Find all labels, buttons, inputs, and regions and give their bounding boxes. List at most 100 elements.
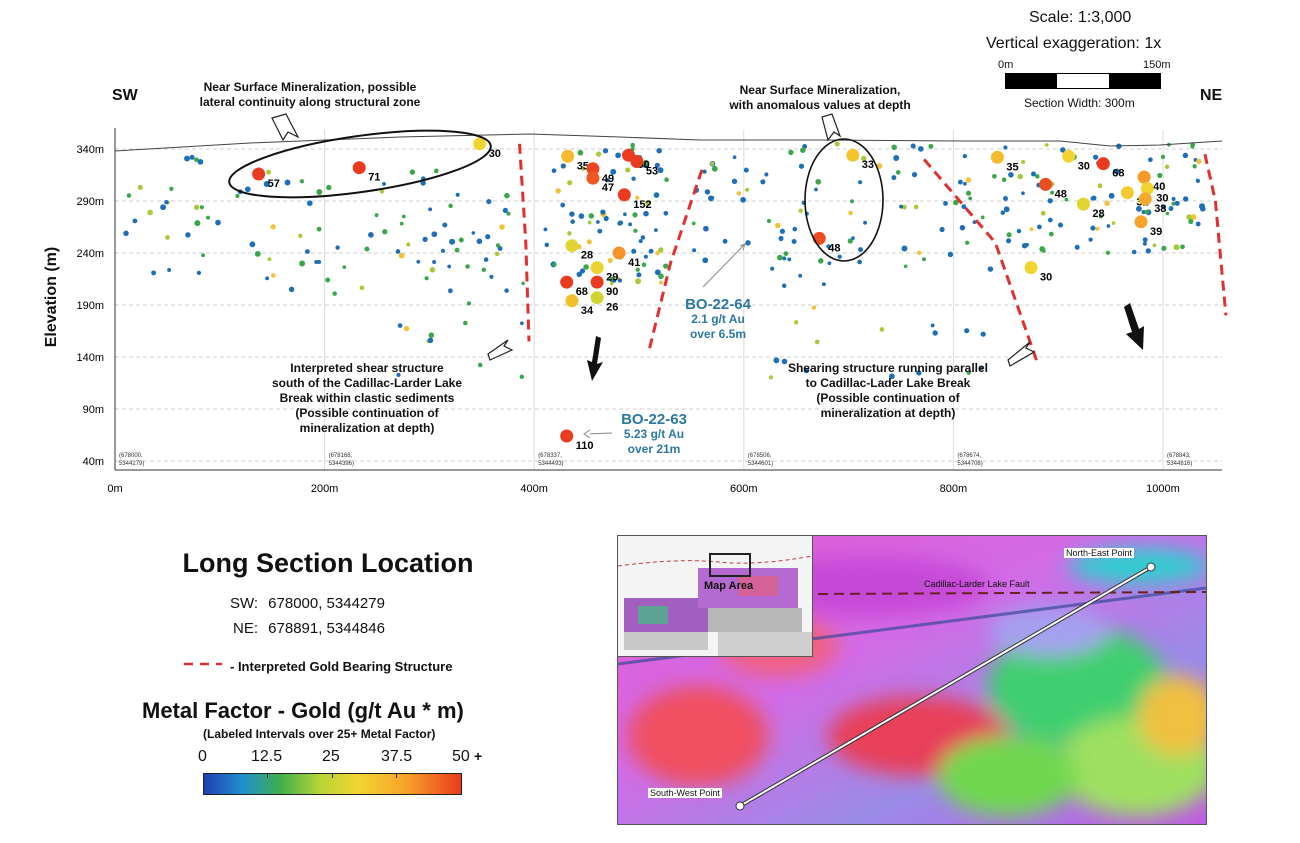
annotation-line: to Cadillac-Lader Lake Break bbox=[805, 376, 971, 390]
sample-dot bbox=[863, 220, 868, 225]
sample-dot bbox=[494, 251, 500, 257]
near-surface-ellipse-2 bbox=[804, 138, 884, 262]
sample-dot bbox=[798, 163, 805, 169]
sample-dot bbox=[299, 260, 306, 267]
sample-dot bbox=[740, 196, 746, 203]
sample-dot bbox=[1174, 200, 1180, 206]
sample-dot bbox=[612, 278, 617, 283]
sample-dot bbox=[791, 238, 797, 245]
sample-dot bbox=[849, 199, 855, 204]
sample-dot bbox=[1003, 145, 1008, 150]
sample-dot bbox=[821, 282, 826, 287]
sample-dot bbox=[442, 222, 448, 228]
sample-dot bbox=[901, 245, 908, 252]
sample-dot bbox=[736, 191, 742, 196]
sample-dot bbox=[368, 232, 374, 238]
metal-factor-colorbar bbox=[203, 773, 462, 795]
station-label: (678168, bbox=[329, 453, 353, 459]
scale-label: Scale: 1:3,000 bbox=[1029, 9, 1132, 26]
section-width-label: Section Width: 300m bbox=[1024, 96, 1135, 110]
sample-dot bbox=[193, 204, 200, 211]
vertical-exaggeration-label: Vertical exaggeration: 1x bbox=[986, 35, 1162, 52]
sample-dot bbox=[1195, 178, 1201, 183]
sample-dot bbox=[1190, 144, 1195, 149]
sample-dot bbox=[731, 178, 738, 184]
sample-dot bbox=[1029, 227, 1034, 232]
sample-dot bbox=[630, 142, 635, 148]
sample-dot bbox=[551, 168, 557, 174]
sample-dot bbox=[962, 153, 967, 159]
colorbar-tick: 37.5 bbox=[381, 748, 413, 765]
sample-dot bbox=[454, 247, 460, 253]
sample-dot bbox=[815, 178, 822, 185]
sample-dot bbox=[1008, 172, 1014, 178]
sample-dot bbox=[1016, 228, 1022, 234]
sample-dot bbox=[851, 236, 855, 240]
sample-dot bbox=[502, 207, 509, 214]
sample-dot bbox=[265, 276, 270, 281]
sample-dot bbox=[1131, 249, 1137, 255]
sample-dot bbox=[633, 228, 638, 233]
sample-dot bbox=[374, 213, 379, 218]
metal-factor-label: 48 bbox=[828, 242, 840, 254]
sample-dot bbox=[458, 237, 464, 243]
labeled-interval-point bbox=[560, 275, 574, 289]
interpreted-structures bbox=[518, 143, 1228, 363]
sample-dot bbox=[1145, 248, 1151, 254]
metal-factor-label: 26 bbox=[606, 302, 618, 314]
sample-dot bbox=[922, 257, 926, 262]
sample-dot bbox=[607, 257, 613, 263]
annotation-line: (Possible continuation of bbox=[816, 391, 960, 405]
sample-dot bbox=[395, 249, 401, 254]
sample-dot bbox=[305, 249, 310, 254]
sample-dot bbox=[1060, 147, 1066, 153]
sample-dot bbox=[932, 330, 938, 336]
sample-dot bbox=[197, 158, 204, 165]
sample-dot bbox=[1074, 244, 1080, 250]
sample-dot bbox=[151, 270, 157, 276]
sample-dot bbox=[777, 254, 783, 261]
sample-dot bbox=[164, 200, 169, 205]
station-label: 5344708) bbox=[957, 461, 982, 467]
metal-factor-label: 152 bbox=[633, 199, 651, 211]
sample-dot bbox=[1021, 191, 1025, 196]
sample-dot bbox=[382, 181, 386, 186]
sample-dot bbox=[899, 204, 904, 209]
ne-direction-label: NE bbox=[1200, 87, 1223, 104]
sample-dot bbox=[939, 226, 945, 233]
sample-dot bbox=[520, 321, 524, 326]
sample-dot bbox=[1165, 211, 1170, 216]
sample-dot bbox=[1114, 168, 1120, 175]
sample-dot bbox=[1047, 198, 1053, 204]
sample-dot bbox=[1097, 183, 1103, 189]
axis-layer: 340m 290m 240m 190m 140m 90m 40m 0m 200m 400m 600m… bbox=[76, 128, 1222, 495]
sample-dot bbox=[645, 199, 651, 206]
metal-factor-subtitle: (Labeled Intervals over 25+ Metal Factor… bbox=[203, 727, 436, 741]
sample-dot bbox=[743, 167, 749, 173]
sample-dot bbox=[1196, 158, 1202, 164]
metal-factor-label: 30 bbox=[1040, 272, 1052, 284]
station-label: (678674, bbox=[957, 453, 981, 459]
sample-dot bbox=[641, 262, 647, 268]
sample-dot bbox=[471, 231, 476, 235]
sample-dot bbox=[449, 238, 456, 245]
sample-dot bbox=[123, 230, 129, 237]
sample-dot bbox=[583, 264, 589, 270]
sample-dot bbox=[770, 266, 775, 271]
metal-factor-title: Metal Factor - Gold (g/t Au * m) bbox=[142, 698, 464, 723]
sample-dot bbox=[1190, 214, 1197, 221]
sample-dot bbox=[397, 323, 403, 328]
metal-factor-label: 35 bbox=[1006, 161, 1018, 173]
legend-title: Long Section Location bbox=[182, 548, 474, 578]
sample-dot bbox=[199, 205, 205, 210]
interpreted-structure-line bbox=[518, 143, 531, 342]
sample-dot bbox=[401, 214, 406, 219]
callout-arrow bbox=[271, 113, 1036, 367]
sample-dot bbox=[702, 257, 709, 264]
sample-dot bbox=[980, 331, 986, 337]
sample-dot bbox=[132, 218, 138, 224]
sample-dot bbox=[760, 179, 766, 185]
sample-dot bbox=[643, 210, 649, 217]
metal-factor-label: 90 bbox=[606, 286, 618, 298]
structure-legend-label: - Interpreted Gold Bearing Structure bbox=[230, 659, 453, 674]
